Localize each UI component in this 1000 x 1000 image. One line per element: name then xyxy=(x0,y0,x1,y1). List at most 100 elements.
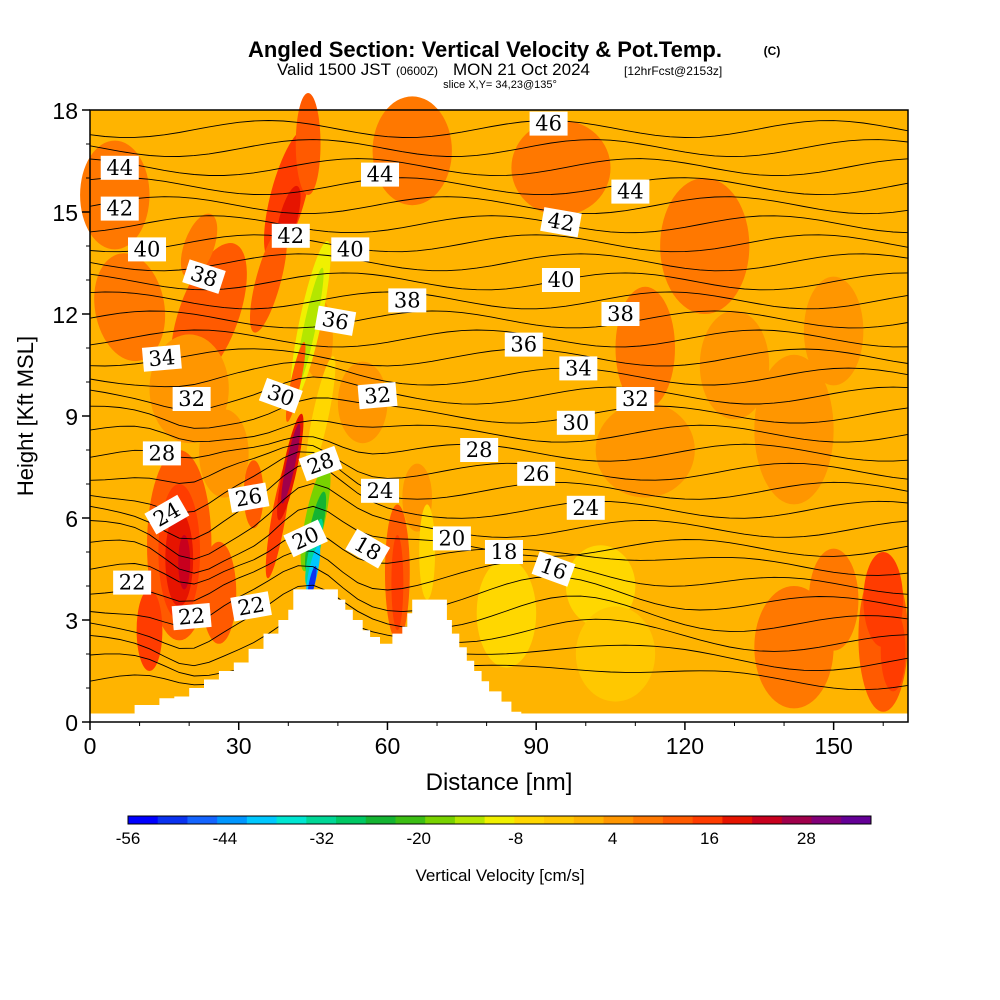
theta-label-bg xyxy=(172,387,211,411)
colorbar-swatch xyxy=(573,816,605,824)
theta-label-text: 30 xyxy=(562,411,589,435)
theta-label-bg xyxy=(616,387,655,411)
theta-label-text: 36 xyxy=(320,307,350,335)
theta-label: 22 xyxy=(171,602,212,631)
y-axis-label: Height [Kft MSL] xyxy=(13,336,38,496)
x-tick-label: 0 xyxy=(84,733,97,759)
velocity-cell xyxy=(94,253,166,362)
colorbar-frame xyxy=(127,815,872,825)
theta-label-text: 32 xyxy=(178,387,205,411)
theta-label: 36 xyxy=(314,305,357,336)
theta-label-text: 40 xyxy=(134,237,161,261)
theta-contour xyxy=(89,611,909,667)
theta-label-text: 34 xyxy=(148,345,177,371)
colorbar-swatch xyxy=(217,816,248,824)
theta-contour xyxy=(89,397,909,429)
theta-contour xyxy=(89,120,909,138)
theta-label: 34 xyxy=(559,356,598,381)
theta-label-bg xyxy=(230,591,272,622)
theta-label-text: 18 xyxy=(491,540,518,564)
theta-label-text: 38 xyxy=(394,288,421,312)
colorbar-tick-label: -8 xyxy=(508,829,523,848)
theta-label-bg xyxy=(142,441,181,466)
colorbar-tick-label: 16 xyxy=(700,829,719,848)
colorbar-tick-label: 28 xyxy=(797,829,816,848)
theta-label-text: 36 xyxy=(510,333,537,357)
colorbar-swatch xyxy=(603,816,634,824)
theta-contour xyxy=(89,451,909,514)
velocity-cell xyxy=(391,535,404,631)
theta-contour xyxy=(89,463,909,540)
theta-label-bg xyxy=(601,302,640,326)
velocity-cell xyxy=(699,310,770,420)
theta-contour xyxy=(89,329,909,348)
theta-label-text: 22 xyxy=(119,571,146,595)
x-tick-label: 120 xyxy=(666,733,704,759)
theta-label-bg xyxy=(611,179,650,204)
slice-label: slice X,Y= 34,23@135° xyxy=(443,79,557,91)
theta-label-bg xyxy=(361,162,400,187)
theta-label: 40 xyxy=(541,268,580,292)
colorbar-swatch xyxy=(841,816,872,824)
theta-label-text: 40 xyxy=(337,237,364,261)
theta-label-bg xyxy=(559,356,598,381)
velocity-field xyxy=(80,93,908,722)
colorbar-tick-label: -20 xyxy=(406,829,431,848)
theta-label: 28 xyxy=(460,438,499,462)
theta-label-text: 44 xyxy=(106,156,133,180)
theta-label-bg xyxy=(357,381,398,410)
x-tick-label: 30 xyxy=(226,733,252,759)
theta-label-text: 46 xyxy=(535,112,562,136)
theta-contour xyxy=(89,158,909,177)
theta-label-bg xyxy=(182,259,226,294)
velocity-cell xyxy=(295,93,321,195)
x-tick-label: 60 xyxy=(375,733,401,759)
y-tick-label: 0 xyxy=(65,710,78,736)
colorbar: -56 -44 -32 -20 -8 4 16 28 xyxy=(116,815,872,848)
theta-label: 40 xyxy=(331,237,370,262)
theta-label: 20 xyxy=(432,526,471,551)
theta-label: 32 xyxy=(357,381,398,410)
velocity-cell xyxy=(249,227,287,333)
colorbar-tick-label: -32 xyxy=(310,829,335,848)
velocity-cell xyxy=(754,354,834,505)
theta-label: 26 xyxy=(227,482,270,513)
colorbar-swatch xyxy=(276,816,307,824)
theta-contour xyxy=(89,196,909,215)
theta-contour xyxy=(89,253,909,272)
theta-label-text: 22 xyxy=(236,592,266,620)
theta-label: 28 xyxy=(298,445,343,482)
colorbar-swatch xyxy=(395,816,426,824)
theta-label-bg xyxy=(271,223,310,248)
theta-label-bg xyxy=(227,482,270,513)
theta-label-text: 26 xyxy=(233,483,263,511)
colorbar-swatch xyxy=(157,816,188,824)
colorbar-swatch xyxy=(692,816,723,824)
theta-contour xyxy=(89,419,909,443)
theta-label-text: 32 xyxy=(622,387,649,411)
theta-label-bg xyxy=(361,478,400,503)
theta-contour xyxy=(89,361,909,388)
theta-contour xyxy=(89,215,909,234)
theta-label-bg xyxy=(460,438,499,462)
colorbar-swatch xyxy=(246,816,278,824)
theta-label: 44 xyxy=(611,179,650,204)
theta-contour xyxy=(89,483,909,560)
velocity-cell xyxy=(511,120,611,216)
theta-label: 46 xyxy=(529,111,568,136)
chart-title: Angled Section: Vertical Velocity & Pot.… xyxy=(248,37,722,62)
x-tick-label: 90 xyxy=(523,733,549,759)
colorbar-tick-label: 4 xyxy=(608,829,617,848)
theta-label: 22 xyxy=(113,570,152,595)
colorbar-swatch xyxy=(752,816,783,824)
theta-label-bg xyxy=(171,602,212,631)
colorbar-swatch xyxy=(781,816,813,824)
y-axis: 0 3 6 9 12 15 18 xyxy=(52,98,90,736)
colorbar-swatch xyxy=(514,816,545,824)
velocity-cell xyxy=(575,606,656,702)
velocity-cell xyxy=(803,276,864,386)
theta-label: 38 xyxy=(388,288,427,313)
velocity-cell xyxy=(880,609,906,692)
y-tick-label: 3 xyxy=(65,608,78,634)
theta-label: 40 xyxy=(128,237,167,262)
